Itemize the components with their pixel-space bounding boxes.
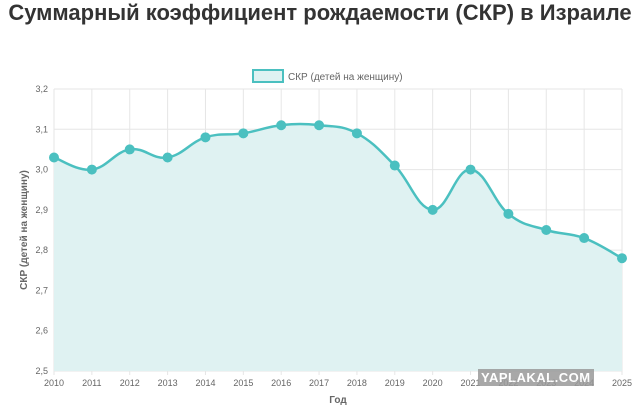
x-tick-label: 2019	[385, 378, 405, 388]
data-point	[503, 208, 514, 219]
site-watermark: YAPLAKAL.COM	[478, 369, 594, 386]
data-point	[276, 120, 287, 131]
data-point	[49, 152, 59, 163]
x-tick-label: 2018	[347, 378, 367, 388]
series-area-fill	[54, 124, 622, 371]
x-tick-label: 2013	[158, 378, 178, 388]
x-tick-label: 2014	[195, 378, 215, 388]
data-point	[238, 128, 249, 139]
y-tick-label: 3,1	[35, 124, 48, 134]
data-point	[541, 225, 552, 235]
data-point	[351, 128, 362, 139]
x-tick-label: 2010	[44, 378, 64, 388]
y-tick-label: 2,8	[35, 245, 48, 255]
series-line	[53, 122, 623, 260]
y-tick-label: 3,2	[35, 84, 48, 94]
x-tick-label: 2011	[82, 378, 101, 388]
y-axis-title: СКР (детей на женщину)	[19, 170, 30, 290]
legend-swatch	[252, 69, 284, 83]
y-tick-label: 3,0	[35, 165, 48, 175]
data-point	[124, 144, 135, 155]
data-point	[579, 233, 590, 244]
data-point	[314, 120, 325, 131]
data-point	[617, 253, 627, 264]
data-point	[200, 132, 211, 143]
y-tick-label: 2,9	[35, 205, 48, 215]
data-point	[162, 152, 173, 163]
x-tick-label: 2020	[423, 378, 443, 388]
x-tick-label: 2025	[612, 378, 632, 388]
x-tick-label: 2021	[461, 378, 481, 388]
y-tick-label: 2,7	[35, 285, 48, 295]
x-tick-label: 2016	[271, 378, 291, 388]
x-tick-label: 2017	[309, 378, 329, 388]
data-point	[427, 204, 438, 215]
data-point	[389, 160, 400, 171]
y-tick-label: 2,6	[35, 326, 48, 336]
chart-title: Суммарный коэффициент рождаемости (СКР) …	[8, 0, 632, 25]
y-tick-label: 2,5	[35, 366, 48, 376]
legend-label: СКР (детей на женщину)	[288, 72, 403, 83]
data-point	[465, 164, 476, 175]
x-tick-label: 2012	[120, 378, 140, 388]
data-point	[86, 164, 97, 175]
x-tick-label: 2015	[233, 378, 253, 388]
x-axis-title: Год	[329, 395, 347, 406]
